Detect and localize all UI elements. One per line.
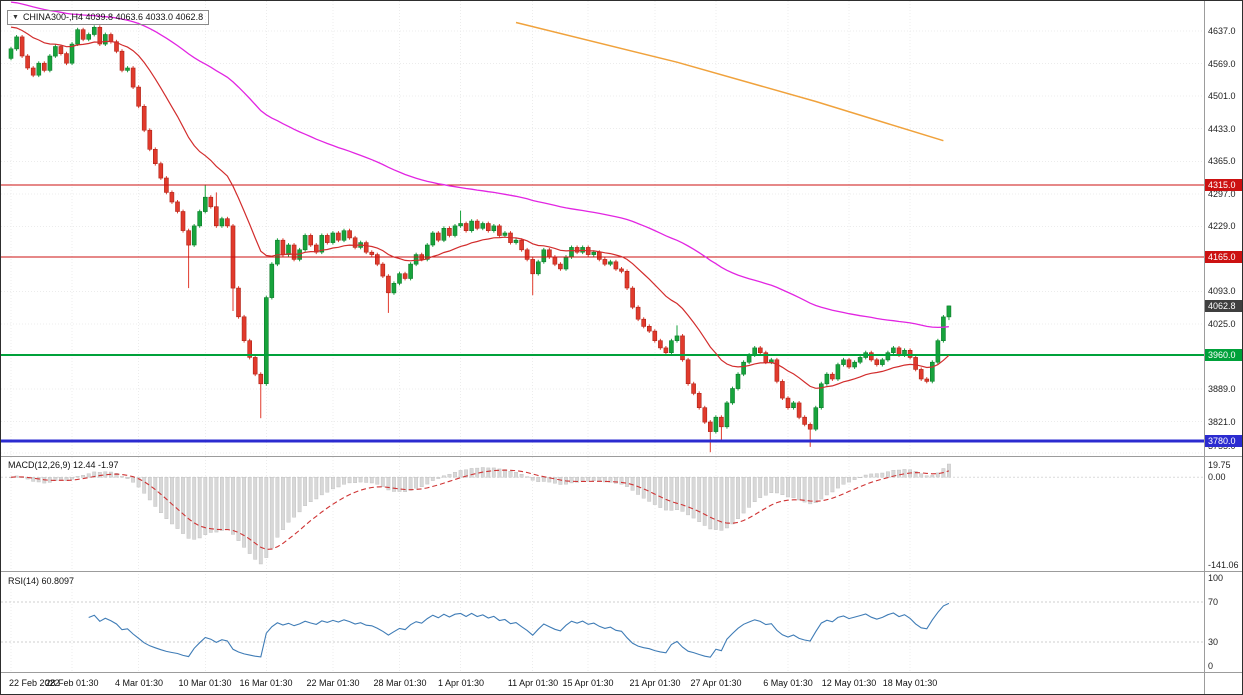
time-axis-label: 28 Mar 01:30 xyxy=(373,678,427,688)
price-tick-label: 4229.0 xyxy=(1208,221,1236,232)
price-tick-label: 4433.0 xyxy=(1208,123,1236,134)
price-badge-4315.0: 4315.0 xyxy=(1205,179,1242,191)
candles-layer[interactable] xyxy=(8,25,952,453)
chart-canvas[interactable] xyxy=(1,1,1206,672)
price-tick-label: 0 xyxy=(1208,661,1214,671)
price-tick-label: 70 xyxy=(1208,597,1219,607)
ma-fast-line xyxy=(10,26,950,389)
symbol-title: ▼ CHINA300-,H4 4039.8 4063.6 4033.0 4062… xyxy=(7,10,210,25)
time-axis-label: 27 Apr 01:30 xyxy=(690,678,742,688)
price-tick-label: 4297.0 xyxy=(1208,188,1236,199)
price-tick-label: 0.00 xyxy=(1208,472,1226,483)
time-axis-label: 10 Mar 01:30 xyxy=(178,678,232,688)
rsi-panel-divider xyxy=(1,571,1242,572)
price-tick-label: 30 xyxy=(1208,637,1219,647)
price-tick-label: 4093.0 xyxy=(1208,286,1236,297)
price-tick-label: 4569.0 xyxy=(1208,58,1236,69)
macd-histogram xyxy=(9,463,951,565)
macd-indicator-label: MACD(12,26,9) 12.44 -1.97 xyxy=(8,460,119,470)
time-axis-label: 12 May 01:30 xyxy=(821,678,877,688)
time-axis[interactable]: 22 Feb 2022 28 Feb 01:30 4 Mar 01:30 10 Mar… xyxy=(1,673,1242,694)
price-badge-3960.0: 3960.0 xyxy=(1205,349,1242,361)
ma-long-line xyxy=(515,21,944,142)
time-axis-label: 18 May 01:30 xyxy=(882,678,938,688)
ma-slow-line xyxy=(10,1,949,329)
dropdown-marker-icon: ▼ xyxy=(12,13,19,21)
symbol-ohlc-text: CHINA300-,H4 4039.8 4063.6 4033.0 4062.8 xyxy=(22,12,204,22)
price-axis[interactable]: 4637.0 4569.0 4501.0 4433.0 4365.0 4297.0 4229… xyxy=(1204,1,1242,694)
macd-panel-divider xyxy=(1,456,1242,457)
price-tick-label: 4365.0 xyxy=(1208,156,1236,167)
time-axis-label: 28 Feb 01:30 xyxy=(45,678,99,688)
time-axis-label: 16 Mar 01:30 xyxy=(239,678,293,688)
price-badge-4165.0: 4165.0 xyxy=(1205,251,1242,263)
time-axis-label: 1 Apr 01:30 xyxy=(437,678,485,688)
price-tick-label: 3889.0 xyxy=(1208,384,1236,395)
time-axis-label: 15 Apr 01:30 xyxy=(562,678,614,688)
macd-signal-line xyxy=(10,469,950,550)
price-tick-label: 19.75 xyxy=(1208,459,1231,470)
price-tick-label: 4501.0 xyxy=(1208,91,1236,102)
rsi-line xyxy=(88,602,950,658)
grid-layer xyxy=(1,1,1206,672)
time-axis-label: 11 Apr 01:30 xyxy=(507,678,559,688)
time-axis-label: 22 Feb 2022 xyxy=(9,678,60,688)
horizontal-lines-layer[interactable] xyxy=(1,184,1206,443)
rsi-indicator-label: RSI(14) 60.8097 xyxy=(8,576,75,586)
current-price-badge: 4062.8 xyxy=(1205,300,1242,312)
price-tick-label: -141.06 xyxy=(1208,560,1239,570)
price-tick-label: 100 xyxy=(1208,573,1224,583)
price-tick-label: 4025.0 xyxy=(1208,318,1236,329)
time-axis-label: 21 Apr 01:30 xyxy=(629,678,681,688)
time-axis-label: 4 Mar 01:30 xyxy=(114,678,164,688)
price-badge-3780.0: 3780.0 xyxy=(1205,435,1242,447)
price-tick-label: 4637.0 xyxy=(1208,26,1236,37)
time-axis-label: 6 May 01:30 xyxy=(763,678,813,688)
price-tick-label: 3821.0 xyxy=(1208,416,1236,427)
time-axis-label: 22 Mar 01:30 xyxy=(306,678,360,688)
time-axis-divider xyxy=(1,672,1242,673)
